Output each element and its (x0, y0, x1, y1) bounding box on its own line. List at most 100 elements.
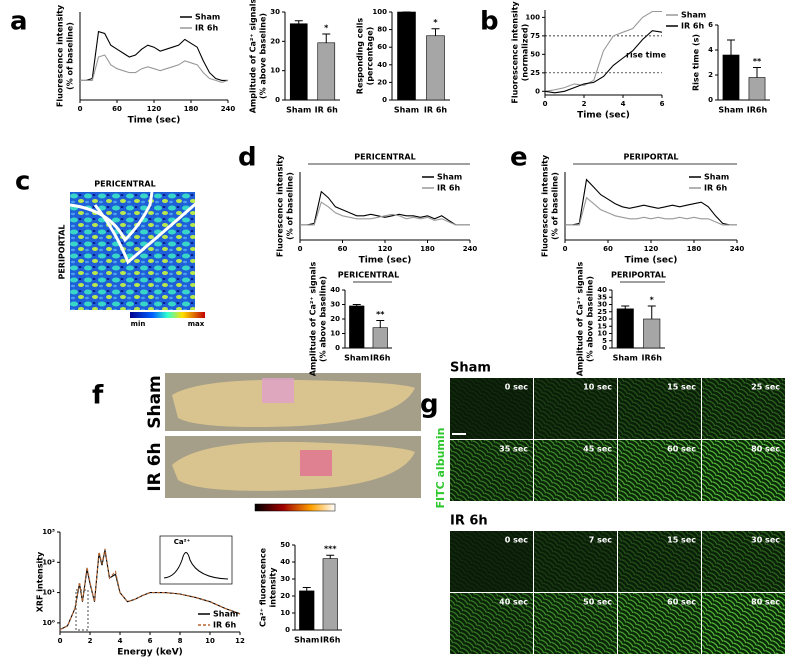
time-label: 0 sec (505, 383, 529, 392)
legend-label: Sham (195, 13, 220, 22)
y-tick-label: 20 (280, 592, 290, 600)
y-axis-label: XRF intensity (36, 551, 45, 612)
panel-letter: a (10, 7, 28, 37)
significance: ** (376, 310, 385, 319)
zone-label: PERICENTRAL (94, 180, 155, 189)
y-tick-label: 10 (280, 609, 290, 617)
panel-letter: e (510, 143, 528, 173)
y-tick-label: 15 (597, 322, 607, 330)
data-line (544, 10, 662, 92)
panel-letter: g (420, 390, 439, 420)
time-label: 10 sec (583, 383, 612, 392)
data-line (80, 30, 228, 81)
bar (722, 54, 740, 101)
time-label: 60 sec (667, 598, 696, 607)
y-tick-label: 75 (530, 32, 540, 40)
x-tick-label: 0 (58, 637, 63, 645)
error-bar (647, 305, 656, 319)
tissue (172, 441, 415, 491)
y-axis-label: (% above baseline) (319, 276, 328, 362)
legend-label: Sham (704, 173, 729, 182)
x-tick-label: 60 (338, 245, 348, 253)
error-bar (376, 319, 385, 328)
y-tick-label: 5 (602, 337, 607, 345)
bar (616, 308, 634, 349)
y-tick-label: 30 (330, 301, 340, 309)
legend-label: Sham (213, 610, 238, 619)
y-tick-label: 2 (708, 71, 713, 79)
legend-label: IR 6h (437, 184, 460, 193)
y-tick-label: 60 (377, 43, 387, 51)
data-line (565, 178, 737, 226)
x-tick-label: Sham (613, 354, 638, 363)
time-label: 60 sec (667, 445, 696, 454)
micrograph-signal (618, 440, 701, 501)
bar (289, 23, 308, 101)
y-tick-label: 6 (708, 21, 713, 29)
micrograph-signal (534, 378, 617, 439)
x-tick-label: 240 (730, 245, 745, 253)
time-label: 40 sec (499, 598, 528, 607)
x-tick-label: 6 (148, 637, 153, 645)
y-axis-label: Amplitude of Ca²⁺ signals (249, 0, 258, 113)
micrograph-signal (702, 440, 785, 501)
micrograph-signal (618, 593, 701, 654)
significance: * (650, 295, 655, 304)
x-tick-label: 60 (112, 105, 122, 113)
bar (349, 305, 365, 349)
image-label: Sham (145, 375, 165, 429)
error-bar (621, 305, 630, 309)
time-label: 30 sec (751, 536, 780, 545)
x-axis-label: Time (sec) (128, 116, 181, 126)
y-tick-label: 10¹ (42, 589, 55, 597)
chart-title: PERIPORTAL (623, 153, 678, 162)
colorbar (130, 312, 205, 318)
y-tick-label: 40 (597, 286, 607, 294)
x-tick-label: 180 (420, 245, 435, 253)
error-bar (302, 587, 311, 591)
micrograph-signal (618, 531, 701, 592)
micrograph-signal (702, 531, 785, 592)
y-axis-label: Fluorescence intensity (541, 154, 550, 257)
x-tick-label: 2 (582, 100, 587, 108)
y-axis-label: Fluorescence intensity (276, 154, 285, 257)
x-tick-label: IR6h (642, 354, 663, 363)
data-line (80, 54, 229, 83)
x-axis-label: Energy (keV) (117, 648, 183, 658)
y-tick-label: 0 (602, 344, 607, 352)
chart-title: PERICENTRAL (354, 153, 415, 162)
x-tick-label: 180 (184, 105, 199, 113)
chart-title: PERICENTRAL (338, 271, 399, 280)
panel-letter: c (15, 167, 30, 197)
stain-label: FITC albumin (434, 428, 447, 509)
y-axis-label: Responding cells (356, 18, 365, 95)
y-tick-label: 0 (285, 626, 290, 634)
scale-label: min (131, 320, 146, 328)
x-tick-label: 10 (205, 637, 215, 645)
error-bar (294, 20, 303, 24)
y-tick-label: 100 (525, 13, 540, 21)
y-tick-label: 30 (280, 575, 290, 583)
significance: *** (324, 545, 337, 554)
bar (397, 11, 416, 101)
y-tick-label: 0 (708, 96, 713, 104)
y-axis-label: (% above baseline) (259, 13, 268, 99)
x-tick-label: IR6h (370, 354, 391, 363)
error-bar (753, 67, 761, 78)
time-label: 25 sec (751, 383, 780, 392)
bar (372, 327, 388, 349)
y-tick-label: 10 (330, 330, 340, 338)
x-tick-label: 0 (298, 245, 303, 253)
y-tick-label: 10 (597, 330, 607, 338)
time-label: 50 sec (583, 598, 612, 607)
tissue (172, 379, 415, 427)
y-tick-label: 30 (270, 8, 280, 16)
x-tick-label: 120 (644, 245, 659, 253)
y-tick-label: 40 (377, 61, 387, 69)
y-axis-label: Amplitude of Ca²⁺ signals (576, 261, 585, 376)
x-tick-label: 180 (687, 245, 702, 253)
x-tick-label: 240 (221, 105, 236, 113)
y-tick-label: 0 (335, 344, 340, 352)
